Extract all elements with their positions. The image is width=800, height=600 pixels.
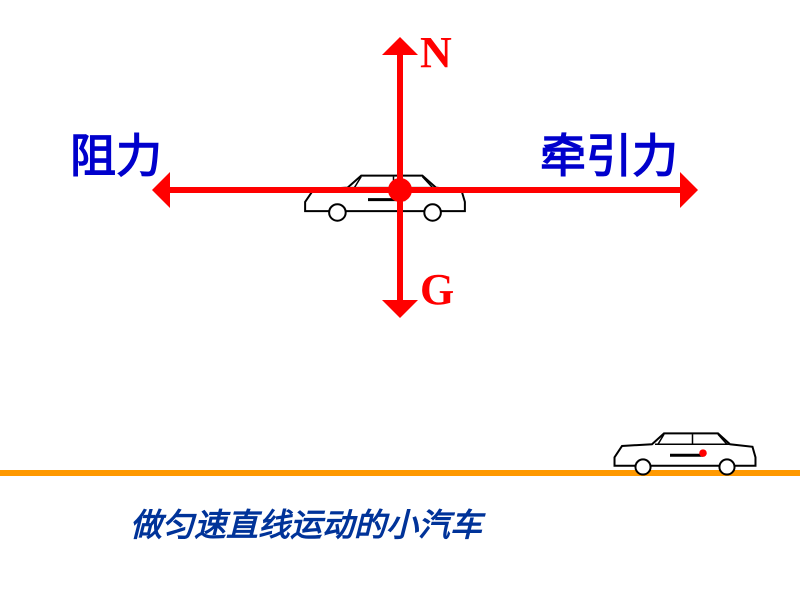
label-normal-force: N bbox=[420, 27, 452, 78]
label-traction: 牵引力 bbox=[540, 120, 678, 186]
ground-car bbox=[610, 430, 760, 485]
label-gravity: G bbox=[420, 264, 454, 315]
main-car bbox=[300, 172, 470, 231]
center-dot bbox=[388, 178, 412, 202]
diagram-stage: N G 阻力 牵引力 做匀速直线运动的小汽车 bbox=[0, 0, 800, 600]
label-resistance: 阻力 bbox=[70, 120, 162, 186]
caption: 做匀速直线运动的小汽车 bbox=[130, 500, 482, 546]
